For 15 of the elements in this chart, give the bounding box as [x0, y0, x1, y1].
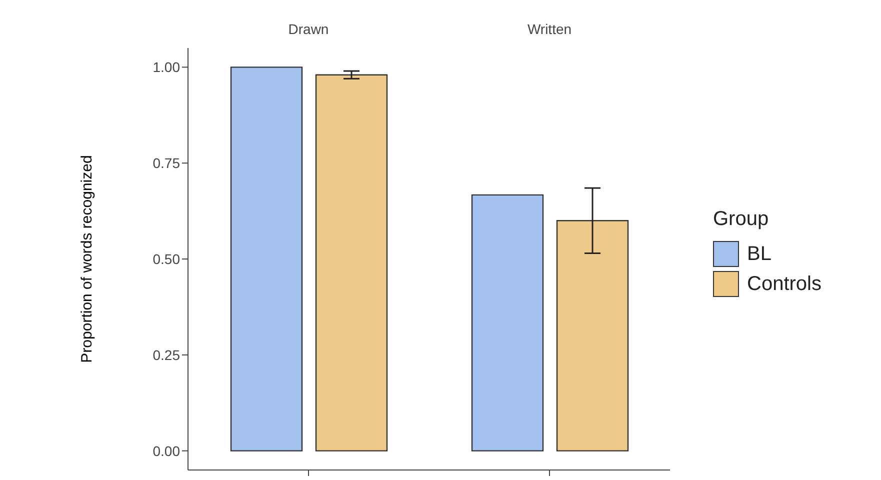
- y-tick-label: 0.00: [152, 442, 180, 459]
- bar: [230, 66, 303, 452]
- x-tick-label: Written: [527, 21, 572, 37]
- legend-label: BL: [747, 242, 772, 266]
- bar: [315, 74, 388, 452]
- y-tick-label: 0.25: [152, 346, 180, 363]
- legend-title: Group: [713, 208, 770, 231]
- y-tick-label: 1.00: [152, 59, 180, 76]
- y-tick-label: 0.50: [152, 250, 180, 267]
- bar: [471, 194, 544, 452]
- y-axis-title: Proportion of words recognized: [78, 155, 96, 363]
- legend-label: Controls: [747, 272, 822, 296]
- bar: [556, 220, 629, 452]
- y-tick-label: 0.75: [152, 155, 180, 172]
- x-tick-label: Drawn: [288, 21, 329, 37]
